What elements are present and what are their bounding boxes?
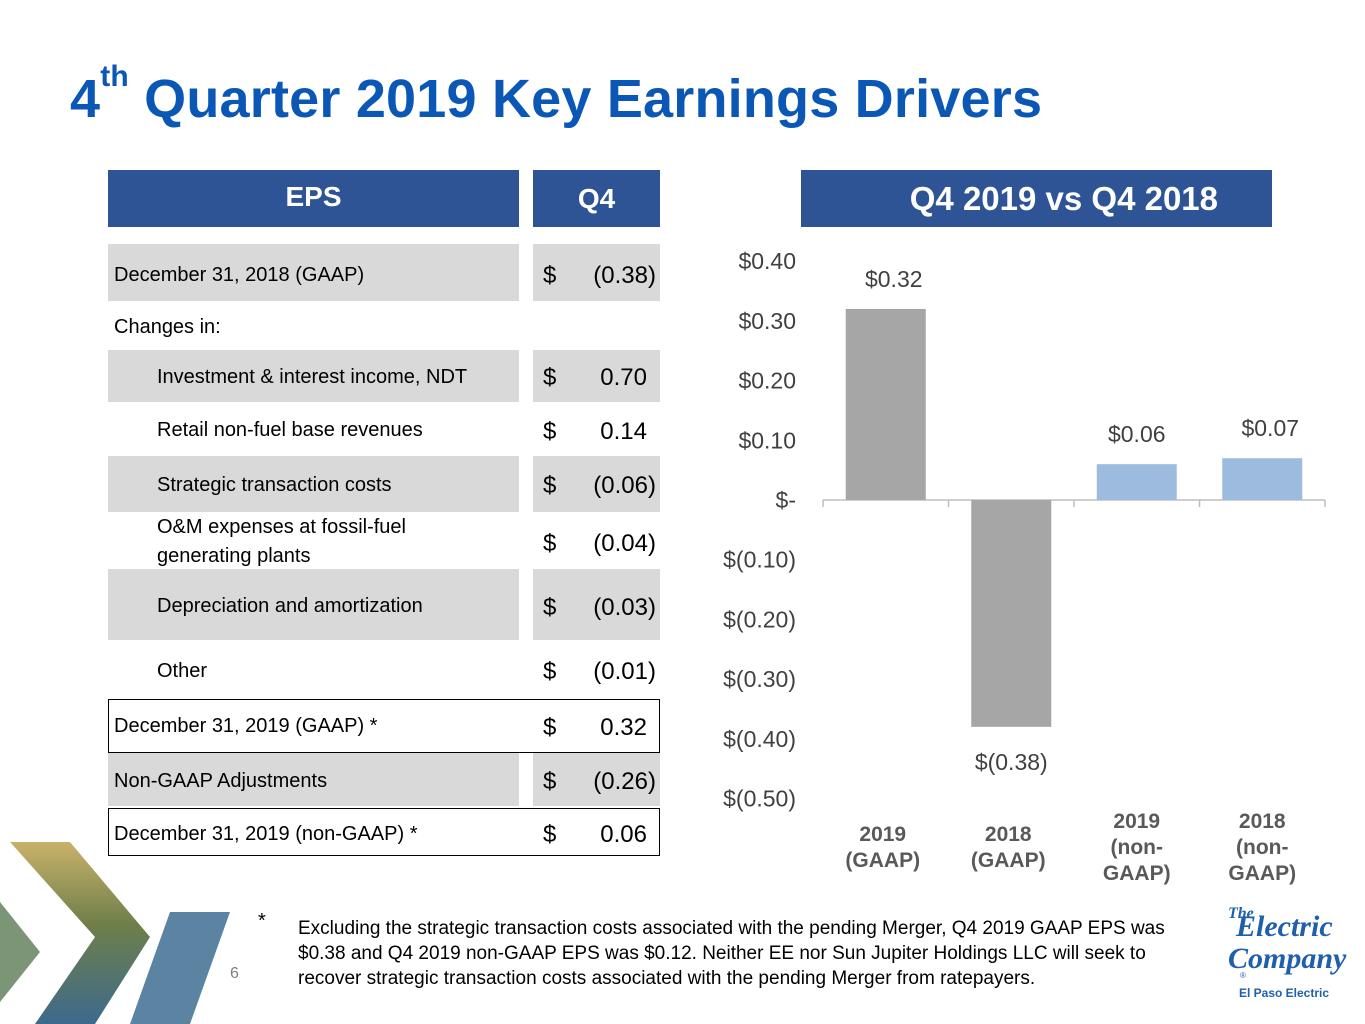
row-label: December 31, 2018 (GAAP) — [114, 264, 365, 286]
row-dollar: $ — [543, 472, 557, 499]
row-value: 0.70 — [600, 364, 647, 391]
bar — [845, 308, 926, 500]
row-label: December 31, 2019 (non-GAAP) * — [114, 823, 418, 845]
x-category-label: 2018 — [1239, 810, 1286, 833]
row-value: (0.03) — [593, 594, 656, 621]
total-box-nongaap — [108, 808, 660, 856]
data-label: $0.32 — [865, 266, 923, 292]
row-label: December 31, 2019 (GAAP) * — [114, 715, 378, 737]
row-dollar: $ — [543, 418, 557, 445]
bar — [971, 500, 1052, 727]
row-dollar: $ — [543, 530, 557, 557]
x-category-label: (GAAP) — [971, 849, 1046, 872]
data-label: $0.07 — [1241, 415, 1299, 441]
footnote-star: * — [258, 910, 266, 932]
row-label: O&M expenses at fossil-fuel — [157, 516, 406, 538]
y-tick-label: $0.30 — [738, 308, 796, 334]
bar — [1096, 464, 1177, 500]
row-bg — [533, 350, 660, 402]
row-label: Retail non-fuel base revenues — [157, 419, 423, 441]
row-value: (0.26) — [593, 768, 656, 795]
row-bg — [108, 350, 519, 402]
eps-bar-chart: $0.40 $0.30 $0.20 $0.10 $- $(0.10) $(0.20) $(0.… — [723, 248, 1326, 885]
footnote-text: Excluding the strategic transaction cost… — [298, 918, 1165, 989]
row-value: 0.06 — [600, 821, 647, 848]
y-tick-label: $(0.10) — [723, 547, 796, 573]
y-tick-label: $(0.20) — [723, 606, 796, 632]
el-paso-electric-logo: The Electric Company ® El Paso Electric — [1228, 905, 1347, 1000]
page-number: 6 — [230, 965, 239, 982]
row-dollar: $ — [543, 714, 557, 741]
row-dollar: $ — [543, 594, 557, 621]
row-label: Changes in: — [114, 316, 221, 338]
table-header-q4: Q4 — [533, 170, 660, 227]
x-category-label: 2018 — [985, 823, 1032, 846]
row-dollar: $ — [543, 768, 557, 795]
logo-line2: Electric — [1235, 910, 1333, 943]
row-dollar: $ — [543, 364, 557, 391]
total-box-gaap — [108, 699, 660, 753]
table-header-eps: EPS — [108, 170, 519, 227]
data-label: $0.06 — [1108, 421, 1166, 447]
row-label-line2: generating plants — [157, 545, 311, 567]
row-label: Other — [157, 660, 208, 682]
y-tick-label: $0.40 — [738, 248, 796, 274]
row-value: (0.01) — [593, 658, 656, 685]
decorative-x-graphic — [0, 842, 230, 1024]
row-value: (0.04) — [593, 530, 656, 557]
y-tick-label: $- — [776, 487, 796, 513]
row-dollar: $ — [543, 821, 557, 848]
page-title: 4th Quarter 2019 Key Earnings Drivers — [70, 60, 1043, 130]
row-label: Strategic transaction costs — [157, 474, 392, 496]
row-value: 0.32 — [600, 714, 647, 741]
logo-caption: El Paso Electric — [1239, 986, 1329, 1000]
x-category-label: (GAAP) — [845, 849, 920, 872]
row-dollar: $ — [543, 262, 557, 289]
y-tick-label: $0.20 — [738, 368, 796, 394]
row-label: Non-GAAP Adjustments — [114, 770, 328, 792]
row-bg — [533, 569, 660, 640]
bar — [1222, 458, 1303, 500]
chart-header: Q4 2019 vs Q4 2018 — [801, 170, 1272, 227]
row-label: Investment & interest income, NDT — [157, 366, 468, 388]
row-bg — [533, 456, 660, 512]
row-label: Depreciation and amortization — [157, 595, 423, 617]
x-category-label: 2019 — [1113, 810, 1160, 833]
row-value: 0.14 — [600, 418, 647, 445]
row-dollar: $ — [543, 658, 557, 685]
row-bg — [108, 752, 519, 806]
x-category-label: GAAP) — [1228, 862, 1296, 885]
y-tick-label: $(0.50) — [723, 786, 796, 812]
row-bg — [108, 244, 519, 301]
row-bg — [533, 244, 660, 301]
x-category-label: 2019 — [859, 823, 906, 846]
data-label: $(0.38) — [975, 749, 1048, 775]
row-value: (0.38) — [593, 262, 656, 289]
x-category-label: GAAP) — [1103, 862, 1171, 885]
x-category-label: (non- — [1111, 836, 1163, 859]
logo-line1: The — [1228, 905, 1254, 922]
y-tick-label: $(0.40) — [723, 726, 796, 752]
row-bg — [108, 569, 519, 640]
row-bg — [533, 752, 660, 806]
y-tick-label: $0.10 — [738, 427, 796, 453]
logo-registered: ® — [1240, 971, 1246, 980]
row-value: (0.06) — [593, 472, 656, 499]
logo-line3: Company — [1228, 942, 1347, 975]
x-category-label: (non- — [1236, 836, 1288, 859]
row-bg — [108, 456, 519, 512]
y-tick-label: $(0.30) — [723, 666, 796, 692]
